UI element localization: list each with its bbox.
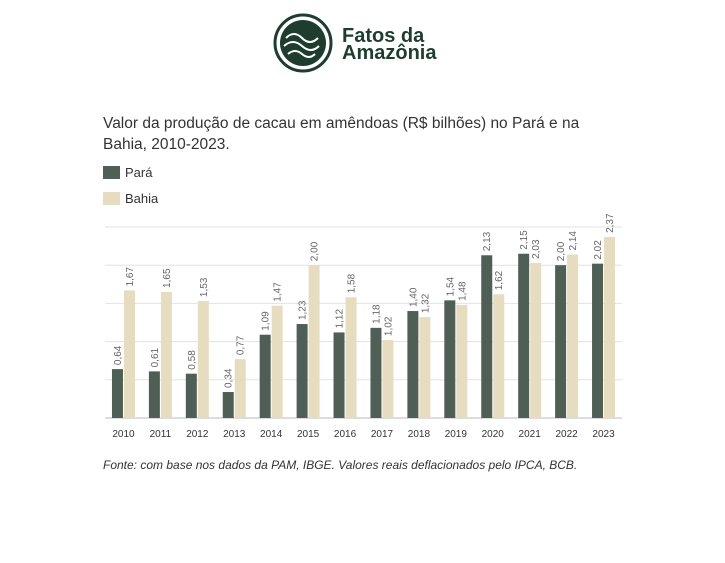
bar [382, 340, 394, 418]
bar [419, 317, 431, 418]
value-label: 1,48 [457, 281, 468, 301]
value-label: 1,09 [261, 311, 272, 331]
value-label: 2,00 [556, 241, 567, 261]
bar [592, 263, 604, 418]
legend-label: Bahia [125, 191, 159, 206]
value-label: 0,64 [113, 345, 124, 365]
bar [555, 265, 567, 418]
value-label: 2,15 [519, 230, 530, 250]
value-label: 1,02 [383, 316, 394, 336]
bar [567, 254, 579, 418]
bar [160, 291, 172, 418]
x-tick-label: 2023 [592, 429, 615, 440]
value-label: 1,12 [335, 309, 346, 329]
value-label: 2,14 [568, 231, 579, 251]
value-label: 1,65 [162, 268, 173, 288]
x-tick-label: 2022 [555, 429, 578, 440]
x-tick-label: 2011 [150, 429, 172, 440]
value-label: 2,13 [482, 231, 493, 251]
bar [456, 304, 468, 418]
bar [345, 297, 357, 418]
value-label: 1,54 [445, 276, 456, 296]
bar [518, 253, 530, 418]
legend-label: Pará [125, 165, 153, 180]
x-tick-label: 2016 [334, 429, 357, 440]
value-label: 0,58 [187, 350, 198, 370]
x-tick-label: 2020 [482, 429, 505, 440]
x-tick-label: 2012 [186, 429, 209, 440]
bar [259, 334, 271, 418]
legend-swatch [103, 166, 120, 179]
x-tick-label: 2010 [112, 429, 135, 440]
x-tick-label: 2017 [371, 429, 394, 440]
chart-title: Valor da produção de cacau em amêndoas (… [103, 115, 580, 153]
logo: Fatos da Amazônia [273, 13, 437, 73]
bar [481, 255, 493, 418]
x-tick-label: 2018 [408, 429, 431, 440]
x-tick-label: 2014 [260, 429, 283, 440]
bar [604, 236, 616, 418]
value-label: 2,02 [593, 240, 604, 260]
bar [111, 369, 123, 418]
value-label: 1,53 [199, 277, 210, 297]
bar [370, 327, 382, 418]
x-tick-label: 2013 [223, 429, 246, 440]
logo-waves [283, 33, 320, 58]
value-label: 2,00 [310, 241, 321, 261]
bar [197, 301, 209, 418]
source-note: Fonte: com base nos dados da PAM, IBGE. … [103, 458, 578, 472]
bar [123, 290, 135, 418]
x-tick-label: 2015 [297, 429, 320, 440]
value-label: 0,77 [236, 335, 247, 355]
bar [493, 294, 505, 418]
bar [271, 305, 283, 418]
bar [296, 324, 308, 418]
bar [185, 373, 197, 418]
x-tick-label: 2021 [519, 429, 542, 440]
logo-text: Fatos da [342, 25, 425, 47]
value-label: 0,61 [150, 347, 161, 367]
value-label: 0,34 [224, 368, 235, 388]
logo-text: Amazônia [342, 42, 437, 64]
value-label: 1,62 [494, 270, 505, 290]
bar [234, 359, 246, 418]
bar [308, 265, 320, 418]
legend-swatch [103, 192, 120, 205]
value-label: 2,37 [605, 213, 616, 233]
logo-ring [273, 13, 333, 73]
value-label: 1,47 [273, 282, 284, 302]
bar [333, 332, 345, 418]
value-label: 1,58 [347, 273, 358, 293]
bar [222, 392, 234, 418]
value-label: 1,32 [420, 293, 431, 313]
x-tick-label: 2019 [445, 429, 468, 440]
value-label: 2,03 [531, 239, 542, 259]
value-label: 1,67 [125, 267, 136, 287]
bar [530, 262, 542, 418]
bar [407, 311, 419, 418]
bar [444, 300, 456, 418]
bar [148, 371, 160, 418]
value-label: 1,23 [298, 300, 309, 320]
value-label: 1,40 [408, 287, 419, 307]
value-label: 1,18 [371, 304, 382, 324]
